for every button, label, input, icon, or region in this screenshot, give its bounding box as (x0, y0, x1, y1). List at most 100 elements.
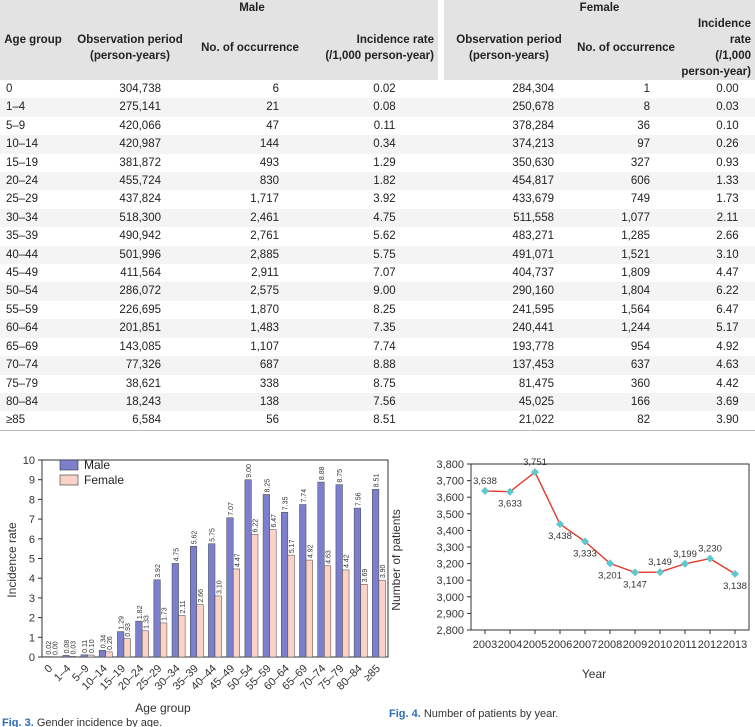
male-rate-header: Incidence rate (/1,000 person-year) (306, 16, 441, 80)
female-observation-cell: 240,441 (441, 319, 574, 338)
male-occurrence-cell: 1,717 (194, 190, 306, 209)
female-occurrence-cell: 8 (574, 98, 678, 117)
female-rate-cell: 0.26 (678, 135, 755, 154)
female-observation-cell: 374,213 (441, 135, 574, 154)
male-rate-cell: 7.35 (306, 319, 441, 338)
patients-value-label: 3,438 (548, 531, 572, 542)
female-rate-cell: 1.33 (678, 172, 755, 191)
female-occurrence-cell: 1,285 (574, 227, 678, 246)
line-y-tick-label: 2,900 (436, 608, 464, 620)
patients-value-label: 3,751 (523, 457, 547, 468)
male-observation-cell: 275,141 (66, 98, 194, 117)
age-group-cell: 15–19 (0, 153, 66, 173)
age-group-cell: 70–74 (0, 356, 66, 375)
female-occurrence-cell: 36 (574, 116, 678, 136)
bar-y-tick-label: 1 (29, 632, 35, 644)
male-bar-value-label: 8.75 (337, 469, 344, 483)
male-rate-cell: 1.29 (306, 153, 441, 173)
male-observation-cell: 18,243 (66, 392, 194, 412)
line-x-tick-label: 2010 (648, 639, 672, 651)
male-obs-header: Observation period (person-years) (66, 16, 194, 80)
female-occurrence-cell: 1,809 (574, 264, 678, 283)
patients-value-label: 3,333 (573, 549, 597, 560)
male-rate-cell: 0.08 (306, 98, 441, 117)
male-bar-value-label: 5.62 (192, 531, 199, 545)
male-occurrence-cell: 2,911 (194, 264, 306, 283)
line-y-tick-label: 3,700 (436, 476, 464, 488)
male-observation-cell: 455,724 (66, 172, 194, 191)
male-bar-value-label: 8.51 (374, 474, 381, 488)
line-y-tick-label: 3,800 (436, 459, 464, 471)
female-bar (141, 630, 149, 658)
patients-value-label: 3,633 (498, 499, 522, 510)
female-bar-value-label: 0.26 (107, 636, 114, 650)
male-occurrence-cell: 2,885 (194, 245, 306, 265)
age-group-cell: 25–29 (0, 190, 66, 209)
female-rate-cell: 6.47 (678, 300, 755, 320)
male-rate-cell: 3.92 (306, 190, 441, 209)
patients-point (731, 569, 739, 578)
patients-point (506, 487, 514, 496)
female-bar-value-label: 0.03 (71, 641, 78, 655)
fig4-caption: Fig. 4. Number of patients by year. (389, 708, 559, 720)
female-occurrence-cell: 1,804 (574, 282, 678, 301)
age-group-cell: 0 (0, 80, 66, 99)
female-rate-cell: 2.11 (678, 208, 755, 228)
female-bar-value-label: 4.92 (307, 544, 314, 558)
female-bar (342, 569, 350, 658)
table-row: 30–34 518,300 2,461 4.75 511,558 1,077 2.11 (0, 208, 755, 228)
line-x-tick-label: 2013 (723, 639, 747, 651)
male-occurrence-cell: 687 (194, 356, 306, 375)
female-rate-header: Incidence rate (/1,000 person-year) (678, 16, 755, 80)
male-observation-cell: 501,996 (66, 245, 194, 265)
male-bar (135, 620, 143, 658)
line-x-tick-label: 2003 (473, 639, 497, 651)
female-occurrence-cell: 637 (574, 356, 678, 375)
male-rate-cell: 8.88 (306, 356, 441, 375)
legend-male-label: Male (84, 458, 110, 472)
female-bar (251, 534, 259, 658)
female-bar (123, 638, 131, 658)
male-bar-value-label: 7.56 (355, 492, 362, 506)
age-group-cell: 80–84 (0, 392, 66, 412)
female-rate-cell: 0.10 (678, 116, 755, 136)
line-x-axis-title: Year (582, 667, 606, 681)
table-row: 1–4 275,141 21 0.08 250,678 8 0.03 (0, 98, 755, 117)
male-bar-value-label: 1.82 (137, 605, 144, 619)
male-bar-value-label: 7.07 (228, 502, 235, 516)
patients-value-label: 3,230 (698, 544, 722, 555)
bar-y-axis-title: Incidence rate (5, 522, 19, 598)
male-rate-cell: 9.00 (306, 282, 441, 301)
bar-y-tick-label: 2 (29, 613, 35, 625)
table-row: 45–49 411,564 2,911 7.07 404,737 1,809 4.47 (0, 264, 755, 283)
male-occurrence-cell: 338 (194, 374, 306, 393)
male-occurrence-cell: 21 (194, 98, 306, 117)
male-bar (262, 494, 270, 658)
male-occurrence-cell: 144 (194, 135, 306, 154)
male-observation-cell: 77,326 (66, 356, 194, 375)
male-rate-cell: 5.62 (306, 227, 441, 246)
age-group-cell: 35–39 (0, 227, 66, 246)
female-bar (105, 651, 113, 658)
line-x-tick-label: 2008 (598, 639, 622, 651)
male-bar-value-label: 9.00 (246, 464, 253, 478)
male-rate-cell: 8.75 (306, 374, 441, 393)
female-rate-cell: 4.92 (678, 337, 755, 357)
male-observation-cell: 437,824 (66, 190, 194, 209)
line-x-tick-label: 2005 (523, 639, 547, 651)
female-observation-cell: 491,071 (441, 245, 574, 265)
male-observation-cell: 381,872 (66, 153, 194, 173)
male-observation-cell: 143,085 (66, 337, 194, 357)
female-occurrence-cell: 360 (574, 374, 678, 393)
female-bar (160, 622, 168, 658)
male-observation-cell: 201,851 (66, 319, 194, 338)
male-occurrence-cell: 830 (194, 172, 306, 191)
line-x-tick-label: 2007 (573, 639, 597, 651)
male-rate-cell: 7.74 (306, 337, 441, 357)
male-occurrence-cell: 138 (194, 392, 306, 412)
male-bar-value-label: 0.11 (82, 640, 89, 653)
female-rate-cell: 3.90 (678, 411, 755, 431)
female-rate-cell: 6.22 (678, 282, 755, 301)
bar-y-tick-label: 10 (23, 455, 35, 467)
table-row: 35–39 490,942 2,761 5.62 483,271 1,285 2.66 (0, 227, 755, 246)
